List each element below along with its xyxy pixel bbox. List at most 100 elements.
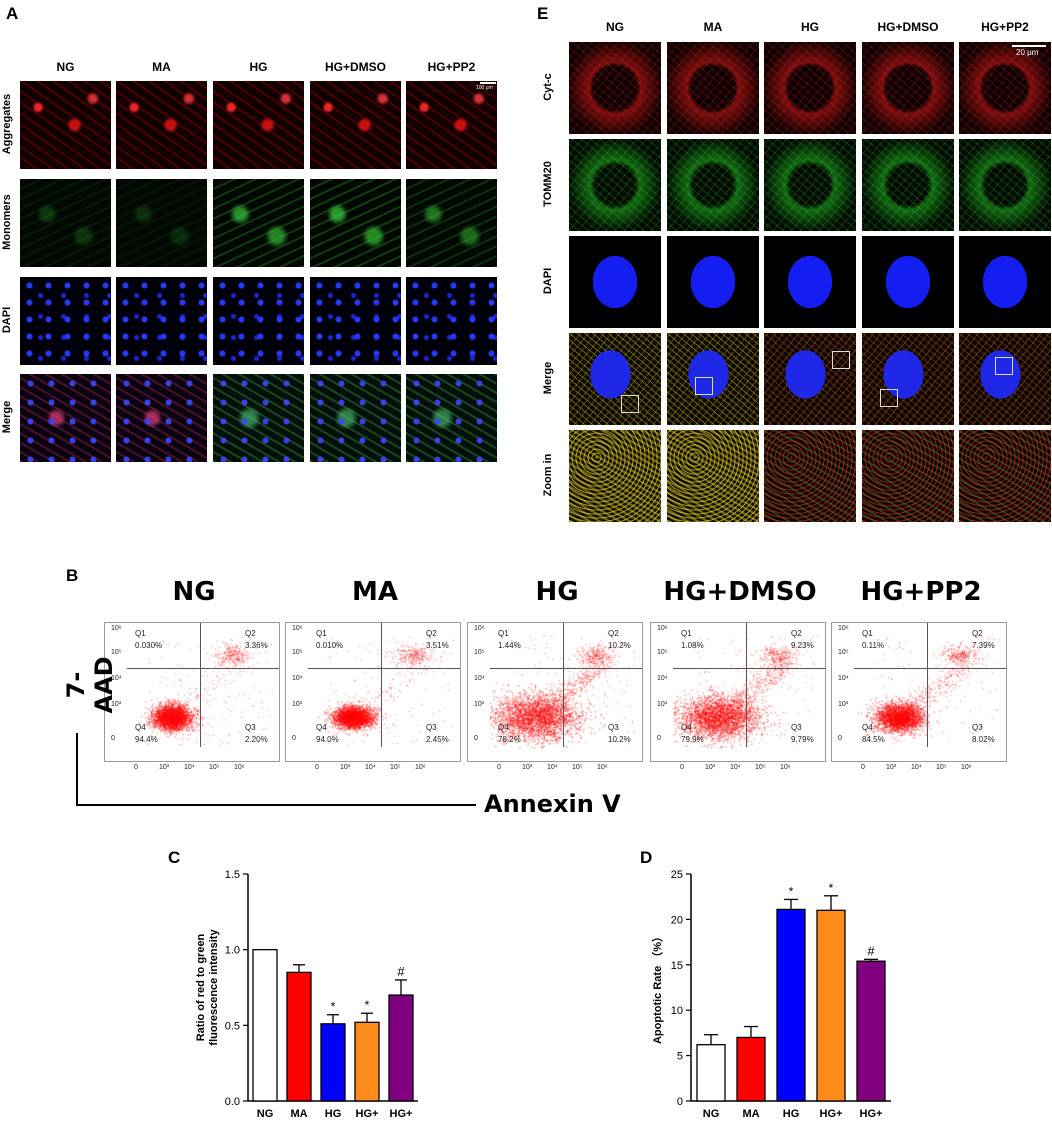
quadrant-q1-name: Q1: [316, 629, 327, 638]
micrograph-e-merge-ma: [667, 333, 759, 425]
micrograph-a-monomers-ma: [116, 179, 207, 267]
micrograph-a-merge-ng: [20, 374, 111, 462]
flow-title-ma: MA: [352, 577, 398, 607]
y-axis-title: Apoptotic Rate （%）: [651, 931, 664, 1044]
micrograph-e-dapi-ng: [569, 236, 661, 328]
quadrant-q1-name: Q1: [498, 629, 509, 638]
y-tick-label: 0: [657, 735, 661, 742]
significance-marker: #: [397, 964, 405, 979]
y-axis-title: Ratio of red to greenfluorescence intens…: [195, 929, 220, 1046]
quadrant-q1-name: Q1: [862, 629, 873, 638]
micrograph-e-zoom-in-ma: [667, 430, 759, 522]
quadrant-q3-name: Q3: [972, 723, 983, 732]
y-tick-label: 0.0: [225, 1096, 240, 1108]
panel-b-label: B: [66, 566, 79, 585]
micrograph-a-merge-hg: [213, 374, 304, 462]
significance-marker: *: [331, 1000, 336, 1014]
y-tick-label: 10⁴: [474, 675, 485, 682]
quadrant-q4-name: Q4: [498, 723, 509, 732]
panel-e-row-cyt-c: Cyt-c: [542, 73, 554, 101]
panel-a-row-aggregates: Aggregates: [1, 93, 13, 155]
quadrant-q2-name: Q2: [245, 629, 256, 638]
x-tick-label: 10⁴: [911, 764, 922, 771]
flow-title-hg-dmso: HG+DMSO: [663, 577, 817, 607]
quadrant-q3-value: 10.2%: [608, 735, 631, 744]
panel-a-col-hg-dmso: HG+DMSO: [324, 60, 386, 74]
flow-title-hg-pp2: HG+PP2: [860, 577, 982, 607]
y-tick-label: 10⁵: [657, 649, 668, 656]
micrograph-e-zoom-in-hg-dmso: [862, 430, 954, 522]
quadrant-horizontal-line: [673, 668, 825, 669]
quadrant-horizontal-line: [854, 668, 1006, 669]
panel-e-scale-bar-label: 20 μm: [1016, 48, 1039, 57]
y-tick-label: 10³: [292, 701, 303, 708]
significance-marker: *: [365, 998, 370, 1012]
x-tick-label: 10⁶: [415, 764, 426, 771]
flow-title-hg: HG: [535, 577, 579, 607]
micrograph-a-dapi-hg: [213, 277, 304, 365]
micrograph-a-dapi-ng: [20, 277, 111, 365]
micrograph-a-merge-hg-dmso: [310, 374, 401, 462]
panel-d-bar-chart: 0 5 10 15 20 25 Apoptotic Rate （%） NG MA * HG * HG+D…: [651, 869, 891, 1120]
significance-marker: *: [789, 884, 794, 898]
zoom-region-box: [621, 395, 639, 413]
significance-marker: *: [829, 881, 834, 895]
y-tick-label: 0: [838, 735, 842, 742]
quadrant-q2-name: Q2: [608, 629, 619, 638]
quadrant-q3-value: 2.20%: [245, 735, 268, 744]
y-tick-label: 10⁴: [838, 675, 849, 682]
x-tick-label-ng: NG: [257, 1108, 274, 1120]
y-tick-label: 10³: [838, 701, 849, 708]
micrograph-a-monomers-hg: [213, 179, 304, 267]
bar-ng: [696, 1044, 726, 1102]
y-tick-label: 0: [474, 735, 478, 742]
y-tick-label: 10⁴: [111, 675, 122, 682]
panel-c-label: C: [168, 848, 181, 867]
micrograph-e-cyt-c-ma: [667, 42, 759, 134]
micrograph-e-cyt-c-hg-dmso: [862, 42, 954, 134]
micrograph-a-aggregates-ng: [20, 81, 111, 169]
x-tick-label: 0: [680, 764, 684, 771]
panel-e-row-zoom-in: Zoom in: [542, 453, 554, 497]
panel-c-bar-chart: 0.0 0.5 1.0 1.5 Ratio of red to greenfluores…: [195, 869, 418, 1120]
quadrant-q1-value: 0.11%: [862, 641, 885, 650]
y-tick-label: 10⁵: [111, 649, 122, 656]
micrograph-e-cyt-c-hg: [764, 42, 856, 134]
flow-scatter-dots: [490, 625, 640, 749]
quadrant-q2-name: Q2: [791, 629, 802, 638]
quadrant-horizontal-line: [127, 668, 279, 669]
panel-a-row-monomers: Monomers: [1, 194, 13, 250]
y-tick-label: 10⁴: [292, 675, 303, 682]
micrograph-e-dapi-ma: [667, 236, 759, 328]
x-tick-label-hg-pp2: HG+PP2: [390, 1108, 413, 1120]
bar-ng: [252, 949, 278, 1102]
panel-e-col-ma: MA: [703, 20, 723, 34]
y-tick-label: 10⁵: [474, 649, 485, 656]
x-tick-label: 10⁶: [597, 764, 608, 771]
quadrant-q3-name: Q3: [426, 723, 437, 732]
panel-e-row-merge: Merge: [542, 361, 554, 395]
quadrant-q2-name: Q2: [426, 629, 437, 638]
x-axis-bracket-line: [76, 804, 476, 806]
x-tick-label: 0: [497, 764, 501, 771]
micrograph-a-aggregates-ma: [116, 81, 207, 169]
micrograph-a-dapi-ma: [116, 277, 207, 365]
y-tick-label: 10⁶: [292, 625, 303, 632]
quadrant-q3-value: 2.45%: [426, 735, 449, 744]
quadrant-q3-name: Q3: [608, 723, 619, 732]
micrograph-a-aggregates-hg-pp2: [406, 81, 497, 169]
micrograph-e-cyt-c-ng: [569, 42, 661, 134]
y-tick-label: 0: [677, 1096, 683, 1108]
micrograph-a-dapi-hg-pp2: [406, 277, 497, 365]
micrograph-e-tomm20-ma: [667, 139, 759, 231]
quadrant-q4-name: Q4: [135, 723, 146, 732]
panel-a-row-dapi: DAPI: [1, 306, 13, 334]
zoom-region-box: [880, 389, 898, 407]
x-tick-label: 10⁶: [234, 764, 245, 771]
quadrant-q4-name: Q4: [681, 723, 692, 732]
quadrant-vertical-line: [927, 623, 928, 747]
bar-hg: [320, 1023, 346, 1102]
quadrant-q1-name: Q1: [681, 629, 692, 638]
x-tick-label: 10⁵: [572, 764, 583, 771]
micrograph-e-zoom-in-ng: [569, 430, 661, 522]
